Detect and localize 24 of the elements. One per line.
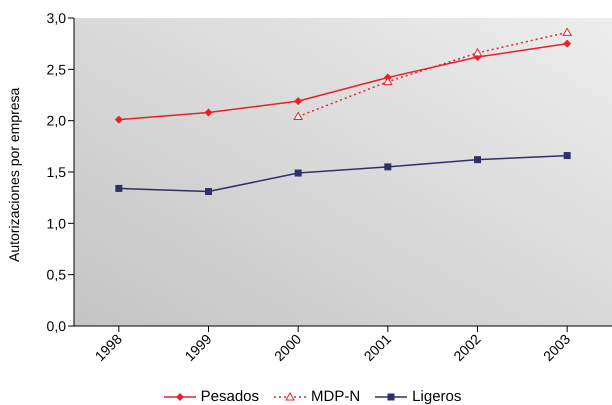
point [114,116,123,124]
point [294,112,303,120]
legend-label: Pesados [200,388,259,405]
point [563,40,572,48]
point [474,156,481,164]
legend-label: MDP-N [311,388,360,405]
point [473,48,482,56]
y-tick-label: 0,0 [46,318,66,334]
y-tick-label: 0,5 [46,266,66,283]
point [564,152,571,160]
legend-label: Ligeros [412,388,462,405]
point [562,28,572,36]
point [294,97,302,106]
point [204,108,212,116]
point [115,184,122,192]
y-axis-title: Autorizaciones por empresa [6,87,22,262]
y-tick-label: 2,0 [46,112,66,129]
point [384,163,392,170]
y-tick-label: 2,5 [46,61,66,78]
point [205,188,212,196]
y-tick-label: 1,5 [46,164,66,180]
y-tick-label: 3,0 [46,10,66,26]
point [294,170,302,177]
y-tick-label: 1,0 [46,215,66,232]
